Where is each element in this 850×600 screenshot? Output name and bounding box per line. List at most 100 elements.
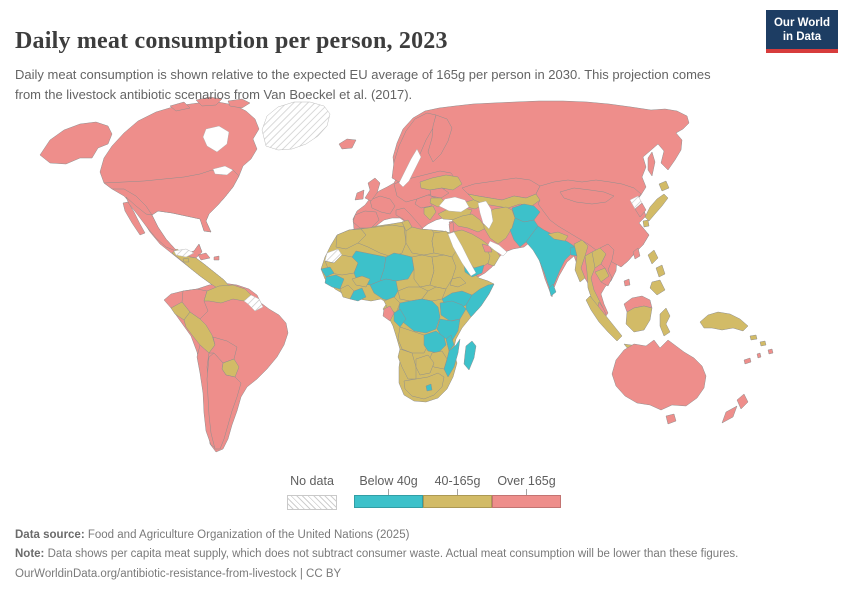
country-vanuatu[interactable]	[756, 352, 762, 359]
country-burkina-faso[interactable]	[351, 275, 371, 288]
legend-bin-over-165[interactable]: Over 165g	[491, 474, 561, 510]
country-jamaica[interactable]	[182, 257, 190, 263]
country-mexico[interactable]	[125, 196, 203, 259]
country-sakhalin[interactable]	[647, 151, 656, 177]
country-kenya-uganda[interactable]	[439, 300, 467, 322]
map-legend: No data Below 40g 40-165g Over 165g	[287, 474, 561, 510]
country-kalimantan[interactable]	[625, 305, 653, 333]
country-baja-california[interactable]	[122, 201, 146, 236]
country-sri-lanka[interactable]	[548, 283, 557, 297]
data-source-line: Data source: Food and Agriculture Organi…	[15, 526, 738, 545]
country-south-korea[interactable]	[634, 202, 647, 218]
data-source-text: Food and Agriculture Organization of the…	[84, 529, 410, 541]
legend-bin-label: 40-165g	[434, 474, 481, 488]
country-china[interactable]	[535, 179, 650, 268]
country-iberia[interactable]	[352, 210, 380, 229]
hudson-bay	[202, 125, 230, 153]
country-sumatra[interactable]	[585, 295, 623, 342]
country-romania[interactable]	[429, 187, 450, 199]
country-cuba[interactable]	[173, 248, 195, 258]
country-botswana[interactable]	[415, 354, 435, 376]
black-sea	[438, 196, 470, 213]
country-arctic-island-3[interactable]	[169, 101, 191, 112]
country-argentina[interactable]	[206, 352, 242, 450]
owid-logo-line2: in Data	[782, 31, 822, 44]
country-zambia[interactable]	[423, 330, 447, 354]
persian-gulf	[487, 240, 508, 257]
country-nepal[interactable]	[547, 231, 569, 242]
country-ukraine[interactable]	[419, 174, 463, 191]
country-guyana[interactable]	[243, 294, 264, 312]
legend-bin-40-165[interactable]: 40-165g	[422, 474, 492, 510]
country-lesotho[interactable]	[425, 383, 433, 392]
country-new-caledonia[interactable]	[743, 357, 752, 365]
country-japan-honshu[interactable]	[644, 193, 669, 222]
legend-no-data[interactable]: No data	[287, 474, 337, 510]
country-australia[interactable]	[611, 339, 707, 411]
country-solomon-1[interactable]	[749, 334, 758, 341]
country-senegal[interactable]	[320, 266, 335, 278]
country-india[interactable]	[525, 225, 575, 293]
page-title: Daily meat consumption per person, 2023	[15, 28, 448, 55]
country-namibia[interactable]	[397, 348, 417, 380]
country-somalia[interactable]	[465, 283, 495, 318]
country-angola[interactable]	[397, 326, 429, 354]
country-taiwan[interactable]	[632, 247, 641, 260]
legend-bin-swatch[interactable]	[353, 495, 423, 508]
country-new-guinea[interactable]	[699, 311, 749, 332]
country-tanzania[interactable]	[436, 318, 461, 342]
country-usa[interactable]	[103, 168, 240, 233]
owid-logo[interactable]: Our World in Data	[765, 10, 838, 53]
country-madagascar[interactable]	[463, 340, 477, 371]
country-mongolia[interactable]	[559, 187, 615, 205]
baltic-sea	[398, 148, 422, 188]
legend-tick	[457, 489, 458, 495]
country-puerto-rico[interactable]	[213, 255, 220, 261]
legend-bin-below-40[interactable]: Below 40g	[353, 474, 423, 510]
country-ghana[interactable]	[349, 287, 367, 302]
country-new-zealand-south[interactable]	[721, 405, 738, 424]
country-philippines-mindanao[interactable]	[649, 279, 666, 296]
country-alaska[interactable]	[39, 121, 113, 165]
country-new-zealand-north[interactable]	[736, 393, 749, 410]
country-sudan[interactable]	[429, 254, 457, 290]
country-gabon[interactable]	[382, 305, 395, 322]
country-sulawesi[interactable]	[659, 307, 671, 337]
country-fiji[interactable]	[767, 348, 774, 355]
legend-bin-label: Below 40g	[359, 474, 418, 488]
country-tasmania[interactable]	[665, 413, 677, 425]
country-vietnam[interactable]	[599, 243, 615, 287]
country-united-kingdom[interactable]	[364, 177, 381, 202]
country-france[interactable]	[369, 195, 396, 215]
country-eritrea[interactable]	[449, 276, 467, 288]
country-hispaniola[interactable]	[197, 252, 211, 261]
country-hainan[interactable]	[623, 278, 631, 287]
country-myanmar[interactable]	[573, 239, 589, 283]
country-israel[interactable]	[448, 221, 455, 234]
country-congo[interactable]	[393, 308, 407, 328]
country-philippines-visayas[interactable]	[655, 264, 666, 278]
legend-tick	[388, 489, 389, 495]
country-south-africa[interactable]	[403, 372, 445, 400]
country-arctic-island-2[interactable]	[227, 98, 251, 109]
caspian-sea	[477, 200, 494, 230]
country-japan-kyushu[interactable]	[642, 219, 650, 228]
country-japan-hokkaido[interactable]	[658, 180, 670, 192]
country-finland[interactable]	[427, 114, 453, 163]
country-greenland[interactable]	[261, 101, 331, 151]
legend-bin-swatch[interactable]	[422, 495, 492, 508]
country-arctic-island-1[interactable]	[195, 96, 223, 107]
owid-link-line[interactable]: OurWorldinData.org/antibiotic-resistance…	[15, 565, 738, 584]
country-solomon-2[interactable]	[759, 340, 767, 347]
country-ireland[interactable]	[354, 189, 365, 201]
country-philippines-luzon[interactable]	[647, 249, 659, 265]
page-subtitle: Daily meat consumption is shown relative…	[15, 67, 711, 102]
legend-no-data-swatch[interactable]	[287, 495, 337, 510]
country-greece[interactable]	[423, 205, 437, 221]
country-iceland[interactable]	[338, 138, 357, 150]
note-label: Note:	[15, 548, 45, 561]
country-malawi[interactable]	[445, 334, 455, 352]
legend-bin-swatch[interactable]	[491, 495, 561, 508]
